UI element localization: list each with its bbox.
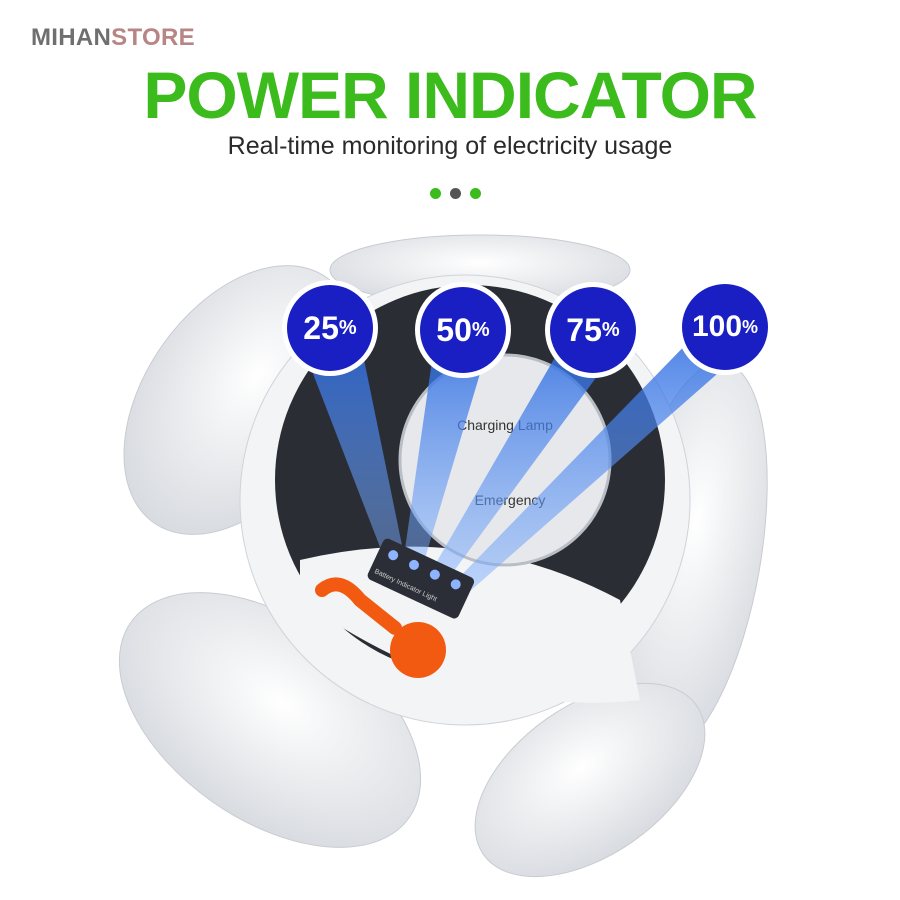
brand-logo: MIHANSTORE xyxy=(31,26,195,50)
power-switch xyxy=(315,577,446,678)
indicator-beams xyxy=(300,330,750,600)
logo-part-1: MIHAN xyxy=(31,24,112,51)
badge-value: 75 xyxy=(566,312,602,348)
badge-100: 100% xyxy=(677,279,773,375)
badge-unit: % xyxy=(601,319,620,341)
badge-value: 100 xyxy=(691,310,743,343)
badge-value: 25 xyxy=(303,310,339,346)
badge-unit: % xyxy=(742,317,759,337)
badge-unit: % xyxy=(471,319,490,341)
beam-50 xyxy=(402,340,490,575)
dot xyxy=(430,188,441,199)
lamp-petal-bottom-right xyxy=(474,682,706,878)
dot xyxy=(450,188,461,199)
badge-unit: % xyxy=(338,317,357,339)
logo-part-2: STORE xyxy=(111,24,195,51)
decorative-dots xyxy=(430,188,481,199)
badge-50: 50% xyxy=(415,282,511,378)
page-subtitle: Real-time monitoring of electricity usag… xyxy=(227,132,673,160)
badge-value: 50 xyxy=(436,312,472,348)
dot xyxy=(470,188,481,199)
page-title: POWER INDICATOR xyxy=(143,58,757,132)
beam-25 xyxy=(300,340,405,560)
badge-75: 75% xyxy=(545,282,641,378)
beam-100 xyxy=(445,330,750,600)
beam-75 xyxy=(425,340,620,590)
badge-25: 25% xyxy=(282,280,378,376)
